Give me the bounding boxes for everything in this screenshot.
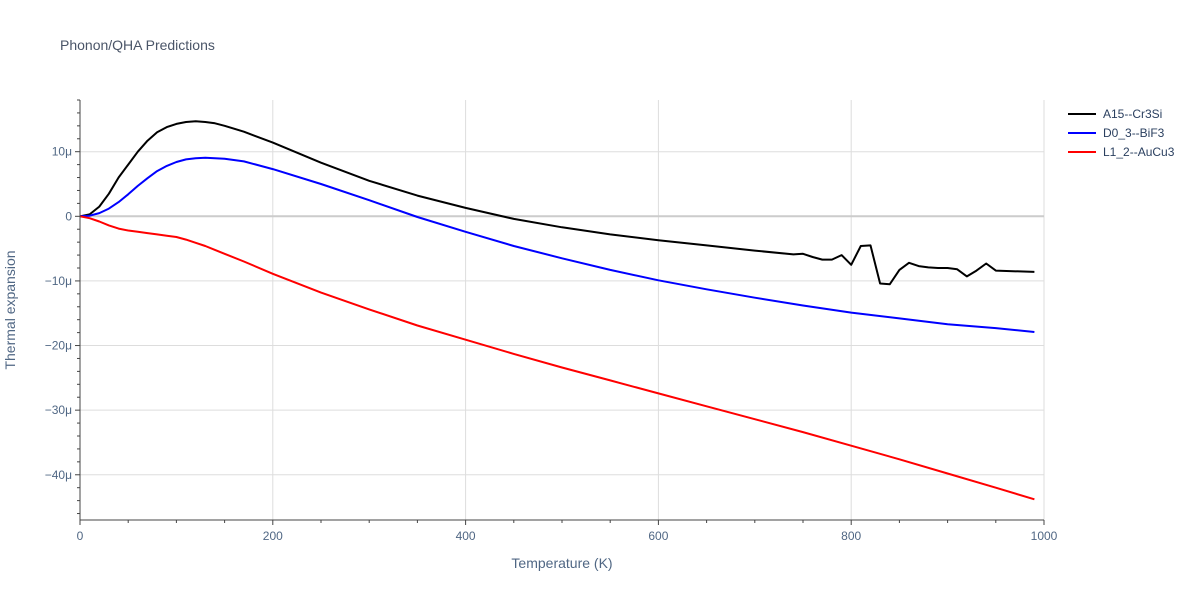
x-tick-label: 600: [648, 529, 668, 543]
x-axis-title: Temperature (K): [511, 555, 612, 571]
grid-layer: [80, 100, 1045, 520]
x-tick-label: 1000: [1031, 529, 1058, 543]
series-layer: [79, 120, 1035, 501]
legend-label-l1-2-aucu3: L1_2--AuCu3: [1103, 145, 1175, 159]
y-tick-label: −30μ: [45, 403, 72, 417]
axis-layer: 0 200 400 600 800 1000 10μ 0 −10μ −20μ −30μ −40μ: [45, 99, 1058, 543]
y-tick-label: −20μ: [45, 339, 72, 353]
x-tick-label: 800: [841, 529, 861, 543]
y-tick-label: −10μ: [45, 274, 72, 288]
y-tick-label: 10μ: [52, 145, 72, 159]
legend[interactable]: A15--Cr3Si D0_3--BiF3 L1_2--AuCu3: [1068, 107, 1175, 159]
x-tick-label: 400: [456, 529, 476, 543]
legend-label-a15-cr3si: A15--Cr3Si: [1103, 107, 1162, 121]
series-line-a15-cr3si: [79, 120, 1035, 286]
series-line-d0-3-bif3: [79, 156, 1035, 333]
chart-title: Phonon/QHA Predictions: [60, 37, 215, 53]
y-tick-label: 0: [65, 209, 72, 223]
x-tick-label: 0: [77, 529, 84, 543]
legend-label-d0-3-bif3: D0_3--BiF3: [1103, 126, 1165, 140]
y-tick-label: −40μ: [45, 468, 72, 482]
y-axis-title: Thermal expansion: [2, 250, 18, 369]
series-line-l1-2-aucu3: [79, 215, 1035, 501]
x-tick-label: 200: [263, 529, 283, 543]
